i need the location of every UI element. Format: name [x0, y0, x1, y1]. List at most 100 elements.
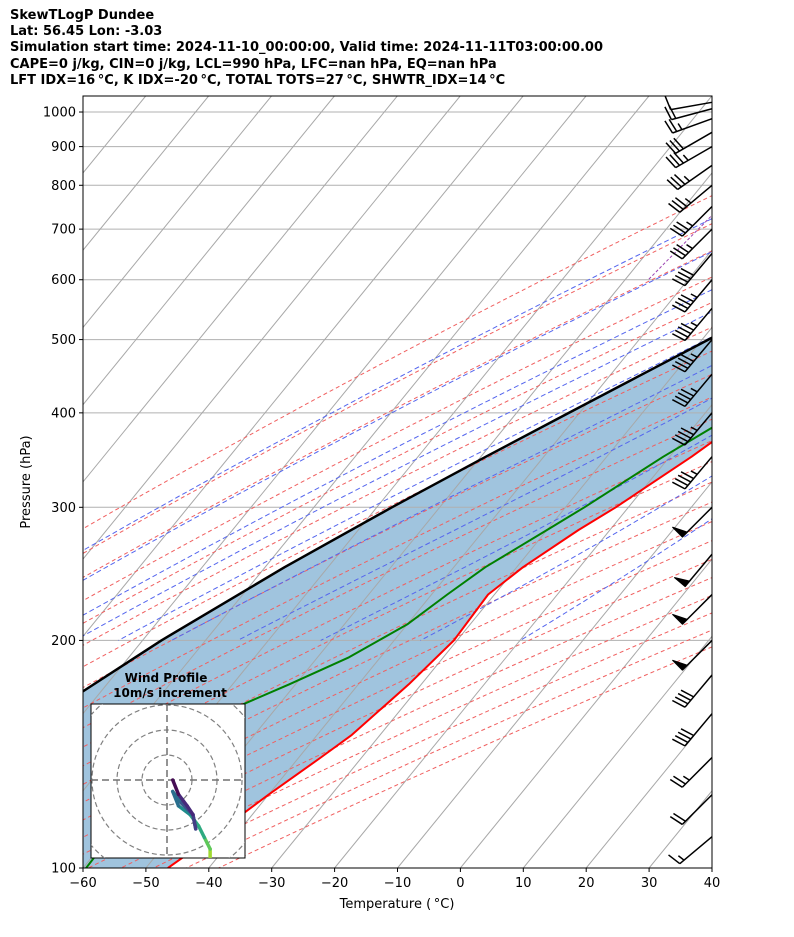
wind-barb-flag	[668, 105, 677, 119]
y-tick-label: 900	[51, 140, 76, 155]
wind-barb-half-flag	[684, 197, 692, 204]
chart-title-line-2: Lat: 56.45 Lon: -3.03	[10, 24, 163, 40]
axes: −60 −50 −40 −30 −20 −10 0 10 20 30 40 100 200 300 400 5…	[43, 96, 720, 891]
wind-barb	[669, 228, 713, 260]
wind-barb-flag	[677, 474, 692, 483]
wind-barb-flag	[680, 267, 695, 276]
wind-barb-half-flag	[686, 221, 693, 227]
dry-adiabat	[83, 440, 712, 748]
dry-adiabat	[83, 326, 712, 646]
wind-barb	[669, 205, 713, 237]
wind-barb-staff	[684, 456, 713, 490]
wind-barb-flag	[671, 304, 686, 313]
wind-barb-flag	[680, 322, 695, 331]
x-tick-label: 0	[456, 876, 464, 891]
dry-adiabat	[83, 520, 712, 821]
isotherm	[522, 635, 712, 868]
wind-barb-staff	[681, 205, 713, 237]
wind-barb-flag	[674, 478, 689, 487]
wind-barb-flag	[680, 388, 695, 397]
wind-barb-staff	[681, 794, 713, 825]
x-axis-label: Temperature ( °C)	[339, 897, 455, 912]
wind-barb	[668, 184, 713, 213]
wind-barb-staff	[677, 164, 713, 191]
x-tick-label: 20	[578, 876, 595, 891]
wind-barb-flag	[676, 221, 690, 231]
wind-barb-half-flag	[677, 123, 683, 130]
wind-barb-half-flag	[690, 293, 698, 299]
x-tick-label: −20	[321, 876, 348, 891]
x-tick-label: −50	[132, 876, 159, 891]
wind-barb-staff	[684, 713, 713, 747]
wind-barb-half-flag	[690, 470, 698, 475]
wind-barb	[664, 96, 713, 111]
wind-barb-half-flag	[690, 353, 698, 358]
wind-barb-flag	[677, 297, 692, 306]
wind-barb-flag	[669, 816, 683, 826]
wind-barb-flag	[674, 301, 689, 310]
isotherm	[83, 96, 587, 715]
wind-barb-flag	[674, 434, 689, 443]
wind-barb-flag	[671, 199, 684, 210]
wind-barb-half-flag	[677, 855, 685, 861]
wind-barb-flag	[671, 333, 686, 342]
wind-barb-flag	[673, 775, 686, 785]
x-tick-label: −40	[195, 876, 222, 891]
wind-barb	[671, 713, 713, 747]
wind-barb-half-flag	[686, 244, 693, 250]
y-tick-label: 600	[51, 273, 76, 288]
wind-barb-staff	[672, 117, 713, 134]
dry-adiabat	[83, 501, 712, 803]
wind-barb	[671, 373, 713, 408]
wind-barb-staff	[684, 674, 713, 708]
x-tick-label: 10	[515, 876, 532, 891]
y-axis-label: Pressure (hPa)	[19, 435, 34, 528]
moist-adiabat	[237, 397, 712, 641]
wind-barb	[671, 307, 713, 342]
wind-barb-pennant	[672, 659, 689, 671]
y-tick-label: 500	[51, 333, 76, 348]
isotherm	[334, 403, 712, 868]
x-tick-label: −30	[258, 876, 285, 891]
mixing-ratio-line	[732, 96, 794, 280]
wind-barb	[672, 639, 713, 671]
wind-barb	[669, 756, 713, 788]
chart-title-line-4: CAPE=0 j/kg, CIN=0 j/kg, LCL=990 hPa, LF…	[10, 56, 497, 72]
wind-barb-flag	[668, 202, 681, 213]
wind-barb	[665, 145, 713, 169]
wind-barb-flag	[673, 151, 684, 164]
moist-adiabat	[83, 251, 712, 581]
hodograph-trace-segment	[171, 789, 184, 805]
wind-barb-flag	[670, 176, 682, 188]
wind-barb-flag	[674, 329, 689, 338]
wind-barb-flag	[669, 778, 683, 788]
wind-barb-flag	[677, 692, 692, 701]
wind-barb-staff	[684, 339, 713, 373]
dry-adiabat	[83, 540, 712, 838]
wind-barb-flag	[668, 854, 681, 865]
wind-barb-flag	[677, 430, 692, 439]
moist-adiabat	[171, 364, 712, 641]
y-tick-label: 300	[51, 501, 76, 516]
isotherm	[83, 96, 398, 483]
y-tick-label: 700	[51, 223, 76, 238]
y-tick-label: 100	[51, 862, 76, 877]
hodograph-plot	[91, 704, 245, 858]
temperature-line	[167, 440, 712, 868]
wind-barb-staff	[684, 307, 713, 341]
moist-adiabat	[118, 336, 712, 641]
wind-barb-flag	[680, 427, 695, 436]
wind-barb-half-flag	[690, 321, 698, 327]
wind-barb-flag	[674, 197, 688, 208]
wind-barb	[671, 279, 713, 313]
wind-barb	[668, 836, 713, 865]
wind-barb-flag	[671, 364, 686, 373]
wind-barb-staff	[671, 108, 713, 121]
wind-barb-staff	[675, 145, 713, 169]
wind-barb-flag	[668, 118, 678, 132]
wind-barb-flag	[671, 278, 686, 287]
wind-barb	[664, 105, 713, 121]
wind-barb-half-flag	[682, 154, 689, 161]
wind-barb-flag	[664, 120, 674, 134]
